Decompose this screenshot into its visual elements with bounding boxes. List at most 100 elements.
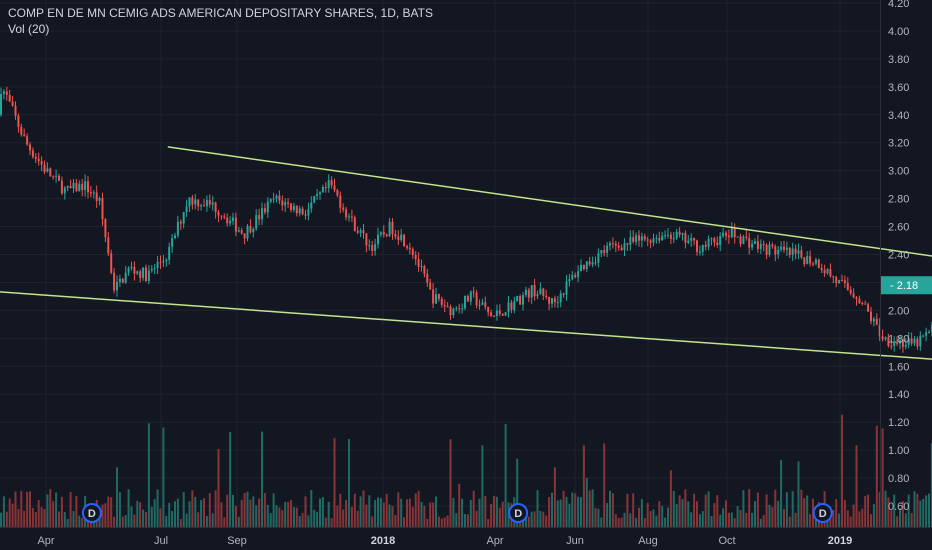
volume-bar <box>455 513 458 527</box>
candle-body <box>603 250 606 253</box>
y-tick-label: 3.60 <box>888 82 909 94</box>
candle-body <box>301 208 304 215</box>
candle-body <box>408 247 411 250</box>
candle-body <box>725 232 727 236</box>
candle-body <box>342 207 345 210</box>
volume-bar <box>176 498 179 527</box>
volume-bar <box>31 508 34 527</box>
candle-body <box>63 187 66 194</box>
candle-body <box>281 200 284 206</box>
candle-body <box>426 273 429 283</box>
candle-body <box>814 259 817 264</box>
volume-bar <box>252 496 255 527</box>
volume-bar <box>365 504 368 527</box>
dividend-marker[interactable] <box>81 503 102 523</box>
volume-bar <box>423 505 426 527</box>
candle-body <box>385 234 388 237</box>
candle-body <box>353 217 356 232</box>
volume-bar <box>487 518 490 527</box>
volume-bar <box>281 510 284 527</box>
candle-body <box>159 262 162 264</box>
volume-bar <box>684 489 687 527</box>
volume-bar <box>429 502 432 527</box>
y-tick-label: 2.60 <box>888 222 909 234</box>
drawings[interactable] <box>0 146 932 383</box>
volume-bar <box>832 509 835 527</box>
volume-bar <box>713 502 716 527</box>
candle-body <box>449 306 452 316</box>
candle-body <box>655 237 658 239</box>
candle-body <box>925 332 928 336</box>
candle-body <box>278 195 281 201</box>
volume-bar <box>577 496 580 527</box>
volume-bar <box>8 498 11 527</box>
volume-bar <box>168 502 171 527</box>
time-axis[interactable]: Apr Jul Sep 2018 Apr Jun Aug Oct 2019 <box>0 527 932 548</box>
candle-body <box>174 235 176 238</box>
volume-bar <box>437 516 440 527</box>
candle-body <box>2 91 5 95</box>
candle-body <box>31 150 34 157</box>
volume-bar <box>701 511 704 527</box>
candle-body <box>200 205 203 207</box>
y-tick-label: 1.60 <box>888 361 909 373</box>
volume-bar <box>751 512 754 527</box>
candle-body <box>69 186 72 189</box>
candle-body <box>295 205 298 214</box>
price-axis[interactable]: 0.600.801.001.201.401.601.802.002.202.40… <box>880 0 932 527</box>
trendline-lower[interactable] <box>0 291 932 383</box>
volume-bar <box>536 490 539 527</box>
candle-body <box>884 337 887 340</box>
candle-body <box>229 220 232 224</box>
candle-body <box>87 181 89 193</box>
volume-bar <box>635 517 638 527</box>
volume-bar <box>313 509 316 527</box>
candle-body <box>98 197 101 201</box>
candle-body <box>284 202 287 206</box>
volume-bar <box>11 503 14 527</box>
y-tick-label: 1.40 <box>888 389 909 401</box>
candle-body <box>423 266 426 274</box>
volume-bar <box>916 493 919 527</box>
volume-bar <box>582 445 585 527</box>
candle-body <box>806 256 809 264</box>
candle-body <box>861 302 864 304</box>
candle-body <box>411 249 414 255</box>
dividend-marker[interactable] <box>508 503 529 523</box>
candle-body <box>287 202 290 204</box>
candle-body <box>855 297 858 299</box>
volume-bar <box>150 506 153 527</box>
x-tick-label: Sep <box>227 535 247 547</box>
volume-bar <box>722 508 725 527</box>
candle-body <box>220 215 223 217</box>
dividend-marker[interactable] <box>812 503 833 523</box>
volume-bar <box>34 512 37 527</box>
volume-bar <box>205 515 208 527</box>
volume-bar <box>774 489 777 527</box>
volume-bar <box>667 507 669 527</box>
volume-indicator-label[interactable]: Vol (20) <box>8 22 50 36</box>
volume-bar <box>780 459 783 527</box>
candlesticks <box>0 86 932 353</box>
volume-bar <box>562 490 565 527</box>
volume-bar <box>179 518 182 527</box>
volume-bar <box>490 504 493 527</box>
candle-body <box>176 221 179 236</box>
candle-body <box>571 274 574 280</box>
candle-body <box>536 294 539 297</box>
candle-body <box>223 216 226 218</box>
candle-body <box>559 293 562 303</box>
candle-body <box>464 295 466 309</box>
y-tick-label: 2.00 <box>888 305 909 317</box>
candle-body <box>910 338 913 344</box>
volume-bar <box>20 490 23 527</box>
volume-bar <box>594 507 597 527</box>
volume-bar <box>553 467 556 527</box>
dividend-marker-label: D <box>88 508 96 520</box>
volume-bar <box>768 504 771 527</box>
trendline-upper[interactable] <box>167 146 932 303</box>
candle-body <box>40 161 43 165</box>
volume-bar <box>745 513 748 527</box>
